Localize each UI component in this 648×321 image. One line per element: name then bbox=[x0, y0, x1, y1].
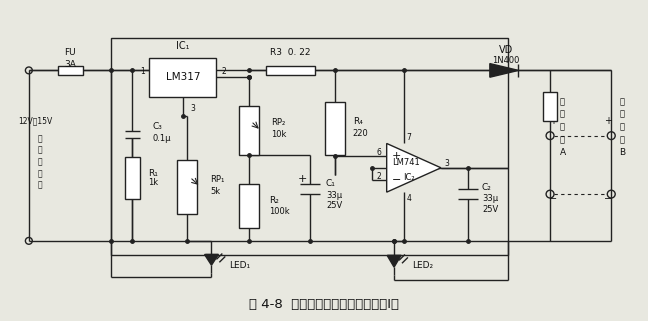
Bar bbox=[149, 58, 216, 97]
Text: 池: 池 bbox=[560, 122, 565, 131]
Text: +: + bbox=[298, 174, 307, 184]
Text: 7: 7 bbox=[406, 133, 411, 142]
Text: IC₁: IC₁ bbox=[176, 41, 190, 51]
Text: LM741: LM741 bbox=[392, 159, 420, 168]
Text: R₁: R₁ bbox=[148, 169, 158, 178]
Text: R₂: R₂ bbox=[269, 196, 279, 205]
Text: 组: 组 bbox=[560, 135, 565, 144]
Text: 5k: 5k bbox=[211, 187, 220, 196]
Text: R3  0. 22: R3 0. 22 bbox=[270, 48, 310, 57]
Text: LM317: LM317 bbox=[166, 72, 200, 82]
Text: 25V: 25V bbox=[326, 201, 342, 210]
Text: C₃: C₃ bbox=[152, 122, 162, 131]
Text: +: + bbox=[549, 116, 557, 126]
Text: 33μ: 33μ bbox=[326, 191, 342, 200]
Text: 3: 3 bbox=[191, 104, 196, 113]
Text: 33μ: 33μ bbox=[482, 195, 498, 204]
Text: −: − bbox=[549, 194, 557, 204]
Text: 4: 4 bbox=[406, 195, 411, 204]
Bar bbox=[239, 107, 259, 155]
Text: 6: 6 bbox=[377, 148, 382, 157]
Text: −: − bbox=[604, 194, 612, 204]
Text: 3A: 3A bbox=[64, 60, 76, 69]
Text: 接: 接 bbox=[38, 134, 42, 143]
Text: 接: 接 bbox=[560, 97, 565, 106]
Text: 1: 1 bbox=[141, 67, 145, 76]
Bar bbox=[543, 92, 557, 121]
Bar bbox=[266, 65, 315, 75]
Text: 设: 设 bbox=[38, 169, 42, 178]
Text: 12V～15V: 12V～15V bbox=[18, 117, 52, 126]
Text: +: + bbox=[605, 116, 612, 126]
Text: 1N400: 1N400 bbox=[492, 56, 520, 65]
Text: 图 4-8  蓄电池自动充电器原理图（I）: 图 4-8 蓄电池自动充电器原理图（I） bbox=[249, 298, 399, 311]
Text: 1k: 1k bbox=[148, 178, 158, 187]
Text: IC₂: IC₂ bbox=[403, 173, 415, 182]
Text: 接: 接 bbox=[619, 97, 624, 106]
Bar bbox=[325, 101, 345, 155]
Bar bbox=[111, 38, 507, 256]
Text: 25V: 25V bbox=[482, 205, 498, 214]
Text: 电: 电 bbox=[619, 110, 624, 119]
Text: R₄: R₄ bbox=[353, 117, 362, 126]
Polygon shape bbox=[205, 255, 218, 265]
Text: 供: 供 bbox=[38, 146, 42, 155]
Text: B: B bbox=[619, 148, 625, 157]
Text: 100k: 100k bbox=[269, 207, 290, 216]
Polygon shape bbox=[490, 64, 518, 77]
Text: 池: 池 bbox=[619, 122, 624, 131]
Bar bbox=[177, 160, 196, 213]
Text: A: A bbox=[560, 148, 566, 157]
Text: 备: 备 bbox=[38, 181, 42, 190]
Text: LED₂: LED₂ bbox=[412, 261, 433, 270]
Text: LED₁: LED₁ bbox=[229, 261, 250, 270]
Text: C₁: C₁ bbox=[326, 179, 336, 188]
Text: RP₂: RP₂ bbox=[271, 118, 285, 127]
Text: −: − bbox=[392, 176, 401, 186]
Text: +: + bbox=[392, 151, 401, 161]
Text: RP₁: RP₁ bbox=[211, 176, 225, 185]
Bar bbox=[239, 184, 259, 228]
Text: 组: 组 bbox=[619, 135, 624, 144]
Bar bbox=[124, 157, 141, 199]
Text: 电: 电 bbox=[38, 158, 42, 167]
Text: VD: VD bbox=[499, 45, 513, 55]
Text: 电: 电 bbox=[560, 110, 565, 119]
Polygon shape bbox=[387, 256, 401, 267]
Text: 2: 2 bbox=[222, 67, 226, 76]
Text: 10k: 10k bbox=[271, 130, 286, 139]
Text: FU: FU bbox=[65, 48, 76, 57]
Text: C₂: C₂ bbox=[482, 183, 492, 192]
Text: 3: 3 bbox=[444, 160, 449, 169]
Text: 2: 2 bbox=[377, 172, 382, 181]
Text: 220: 220 bbox=[353, 129, 368, 138]
Text: 0.1μ: 0.1μ bbox=[152, 134, 170, 143]
Polygon shape bbox=[387, 143, 441, 192]
Bar bbox=[58, 65, 83, 75]
